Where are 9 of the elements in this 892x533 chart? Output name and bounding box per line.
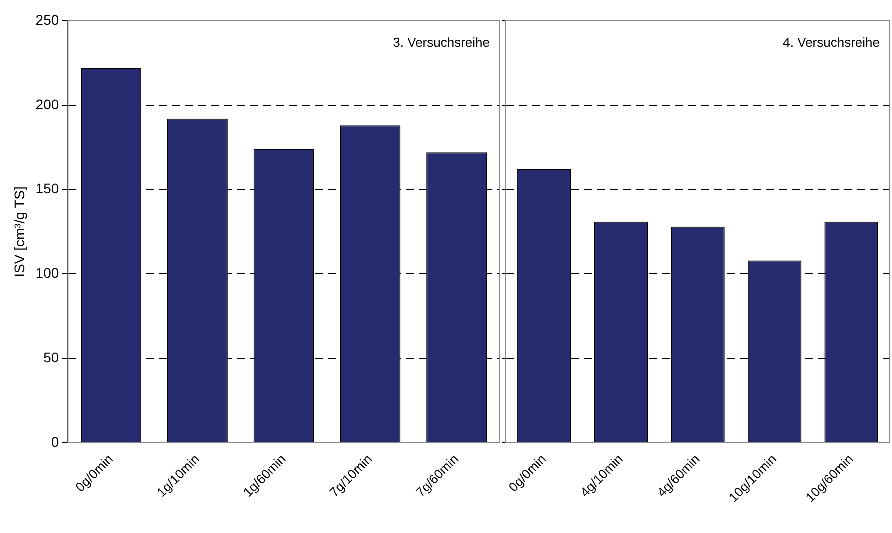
y-tick-label: 100 — [36, 265, 60, 282]
y-tick-label: 200 — [36, 96, 60, 112]
y-tick-label: 250 — [36, 12, 60, 28]
y-tick-label: 150 — [36, 180, 60, 197]
annotation: 3. Versuchsreihe — [393, 35, 490, 50]
y-tick-label: 0 — [51, 434, 60, 450]
y-tick-label: 50 — [44, 349, 60, 366]
y-axis-title: ISV [cm³/g TS] — [11, 186, 28, 278]
annotation: 4. Versuchsreihe — [783, 35, 880, 50]
